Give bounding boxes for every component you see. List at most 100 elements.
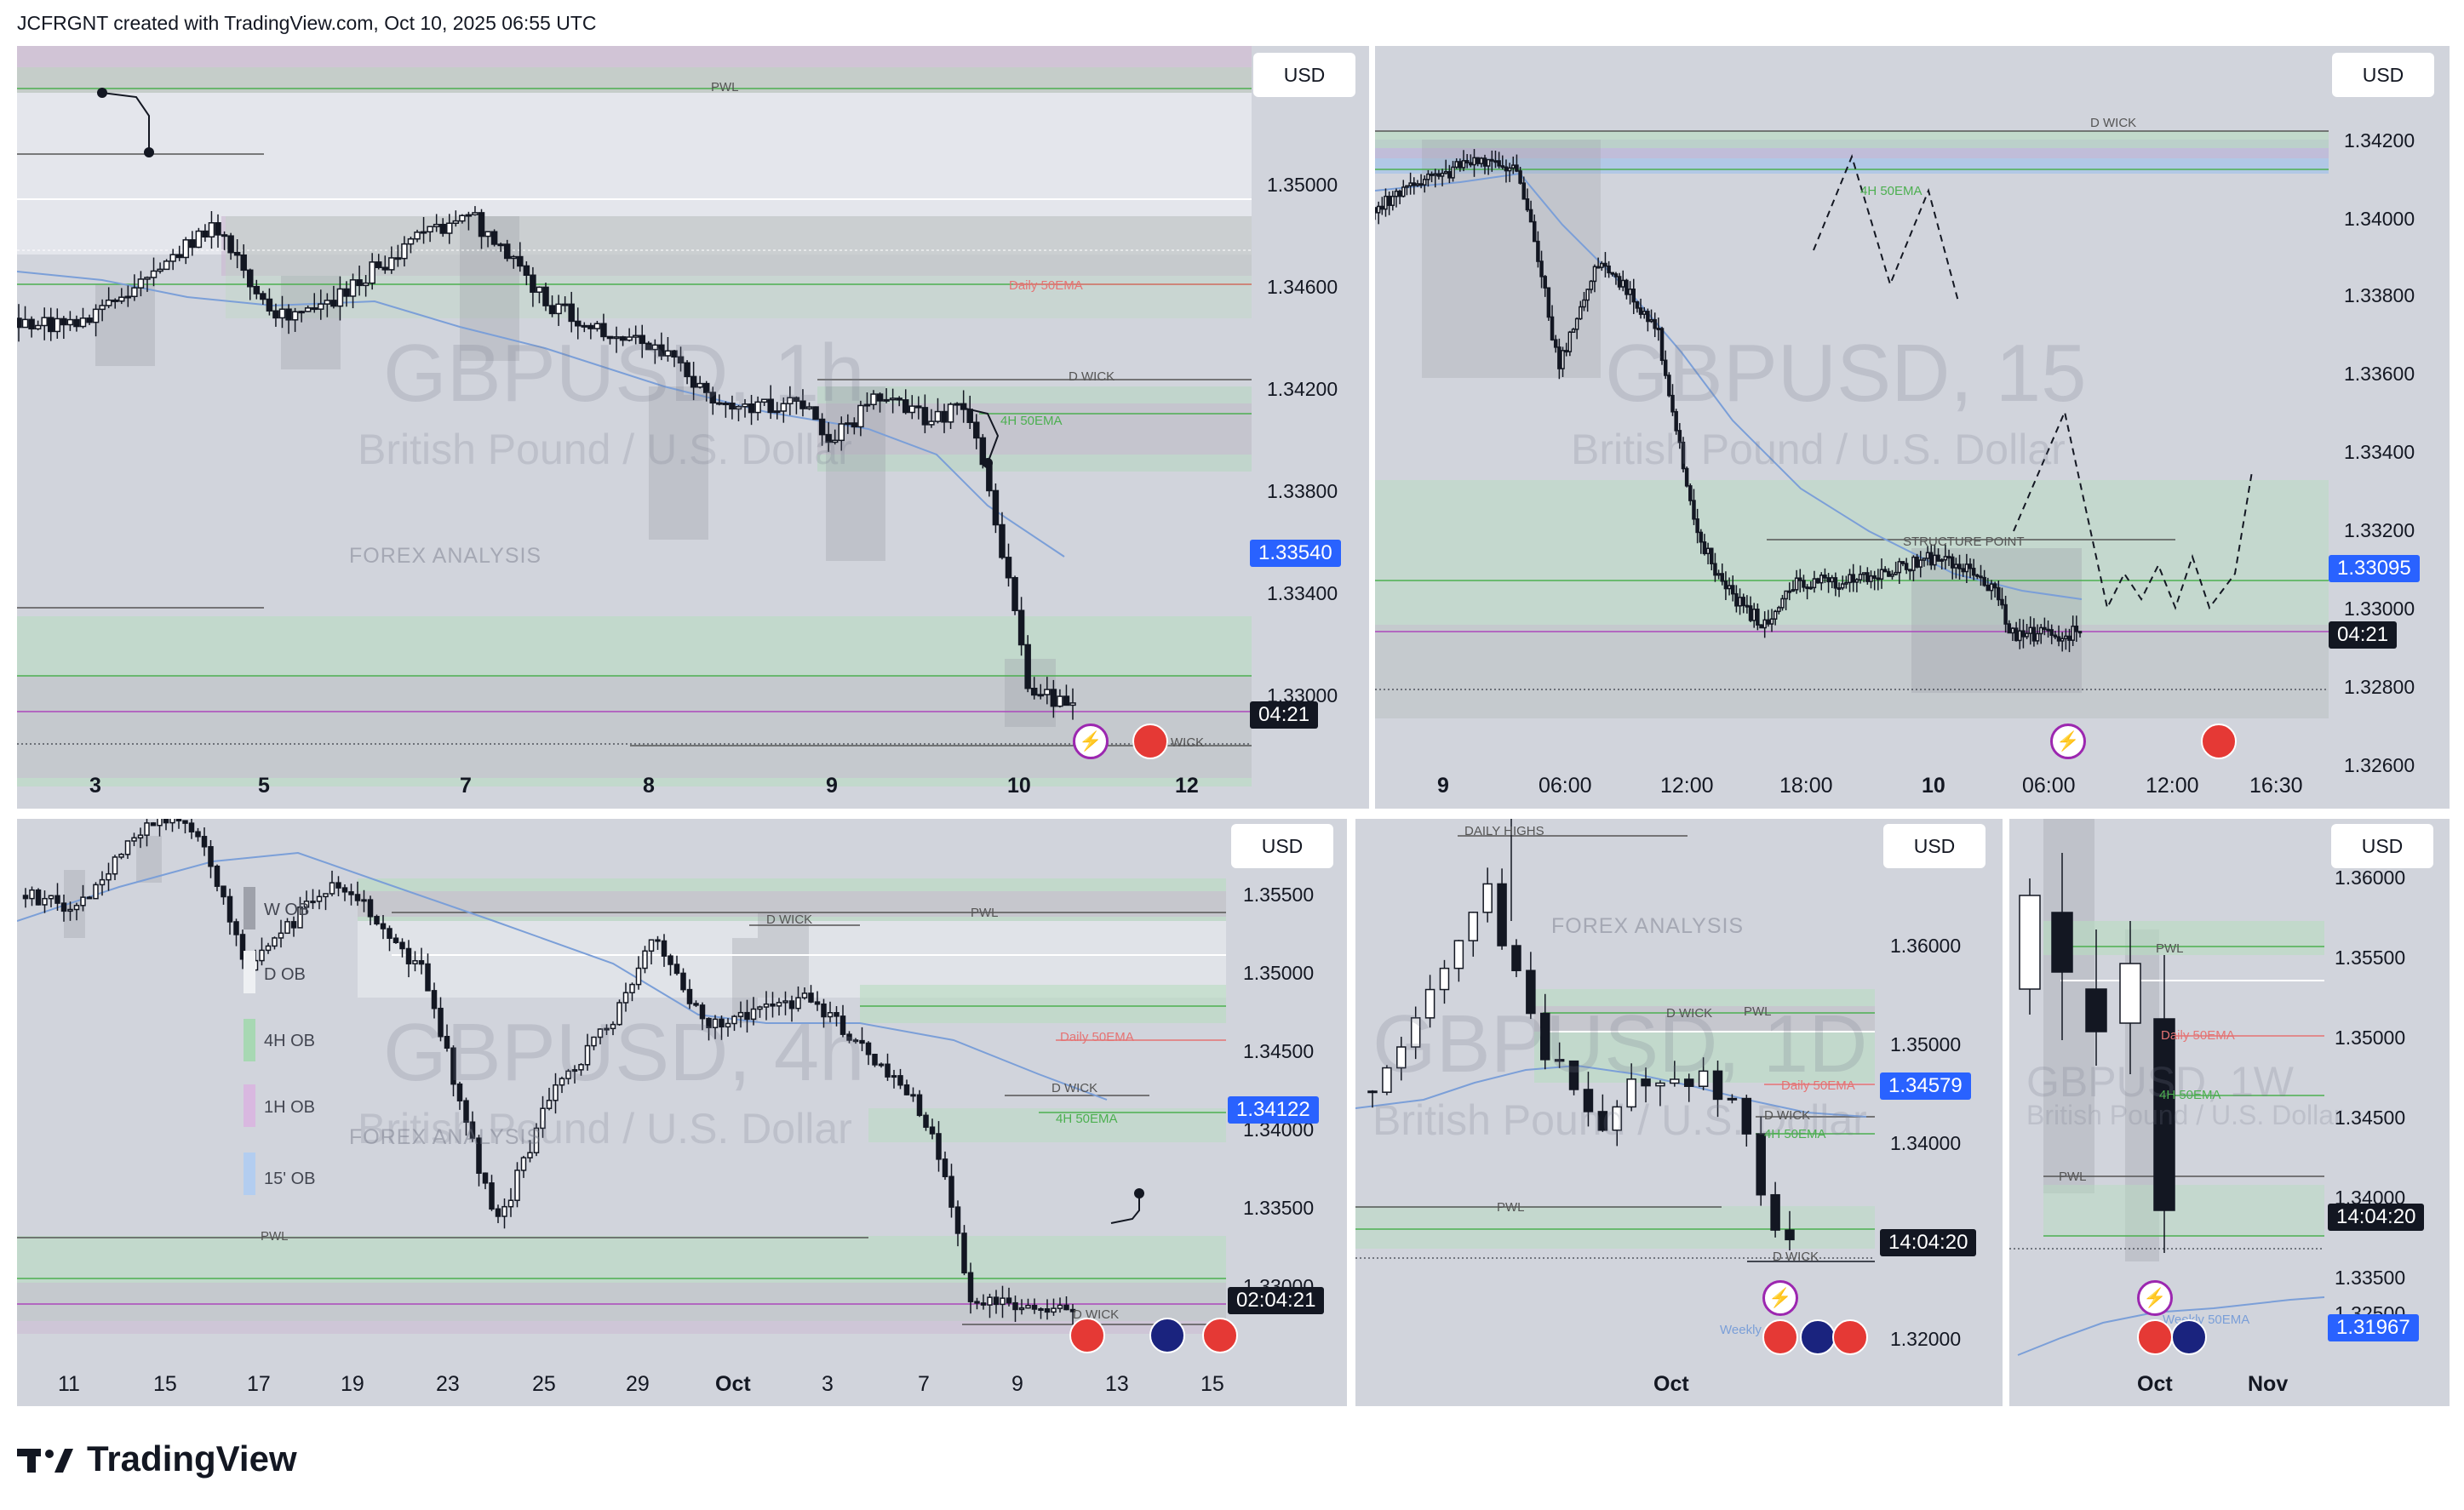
chart-panel-4h[interactable]: GBPUSD, 4h British Pound / U.S. Dollar F… bbox=[17, 819, 1347, 1406]
candle-15m bbox=[2056, 636, 2061, 642]
us-flag-icon[interactable] bbox=[2137, 1319, 2173, 1355]
candle-15m bbox=[1476, 157, 1480, 164]
d-wick-label: D WICK bbox=[1666, 1006, 1713, 1021]
candle-1h bbox=[92, 308, 100, 323]
us-flag-icon[interactable] bbox=[1069, 1318, 1105, 1353]
candle-4h bbox=[233, 921, 239, 935]
candle-1h bbox=[233, 251, 241, 256]
candle-15m bbox=[1865, 572, 1870, 582]
candle-1d bbox=[1670, 1078, 1680, 1084]
structure-point-label: STRUCTURE POINT bbox=[1903, 535, 2025, 549]
symbol-watermark: GBPUSD, 1D bbox=[1372, 998, 1868, 1090]
candle-4h bbox=[814, 1001, 821, 1005]
candle-1h bbox=[876, 393, 884, 402]
currency-button[interactable]: USD bbox=[1231, 824, 1333, 868]
time-axis-label: 06:00 bbox=[1539, 774, 1592, 798]
candles-1h bbox=[17, 46, 1252, 809]
candle-1h bbox=[414, 232, 421, 240]
candle-1h bbox=[754, 401, 761, 414]
d-wick-label-2: D WICK bbox=[1158, 735, 1205, 750]
chart-panel-1d[interactable]: GBPUSD, 1D British Pound / U.S. Dollar F… bbox=[1355, 819, 2003, 1406]
candle-15m bbox=[1762, 619, 1767, 629]
chart-panel-1w[interactable]: GBPUSD, 1W British Pound / U.S. Dollar P… bbox=[2009, 819, 2450, 1406]
currency-button[interactable]: USD bbox=[1883, 824, 1986, 868]
candle-15m bbox=[1375, 207, 1378, 214]
chart-panel-1h[interactable]: GBPUSD, 1h British Pound / U.S. Dollar F… bbox=[17, 46, 1369, 809]
candle-15m bbox=[1677, 430, 1682, 443]
us-flag-icon-2[interactable] bbox=[1832, 1319, 1868, 1355]
candle-15m bbox=[1447, 171, 1452, 179]
symbol-watermark: GBPUSD, 1h bbox=[383, 328, 865, 419]
candle-4h bbox=[668, 955, 673, 965]
candle-15m bbox=[1819, 575, 1824, 584]
us-flag-icon-2[interactable] bbox=[1202, 1318, 1238, 1353]
candle-15m bbox=[1710, 547, 1714, 564]
candle-1h bbox=[105, 299, 112, 306]
candle-4h bbox=[763, 1003, 770, 1008]
candle-1h bbox=[484, 231, 491, 237]
time-axis-label: 17 bbox=[247, 1372, 271, 1396]
candle-4h bbox=[629, 983, 635, 993]
candle-1h bbox=[954, 403, 960, 406]
price-tick: 1.35000 bbox=[1267, 174, 1338, 196]
chart-panel-15m[interactable]: GBPUSD, 15 British Pound / U.S. Dollar D… bbox=[1375, 46, 2450, 809]
candle-15m bbox=[1635, 300, 1640, 309]
candle-15m bbox=[1625, 279, 1629, 295]
candle-4h bbox=[673, 964, 680, 975]
candle-1h bbox=[561, 303, 569, 306]
candle-15m bbox=[1887, 570, 1891, 577]
candle-4h bbox=[540, 1107, 546, 1130]
price-tick: 1.34600 bbox=[1267, 276, 1338, 298]
candle-15m bbox=[1579, 306, 1583, 320]
candle-1w-outline bbox=[2051, 912, 2073, 973]
us-flag-icon[interactable] bbox=[1132, 724, 1168, 759]
legend-15-ob: 15' OB bbox=[264, 1170, 316, 1188]
candle-15m bbox=[1433, 173, 1437, 176]
candle-4h bbox=[150, 822, 157, 826]
candle-1w bbox=[2086, 989, 2106, 1032]
us-flag-icon[interactable] bbox=[1762, 1319, 1798, 1355]
candle-4h bbox=[290, 921, 297, 929]
candle-15m bbox=[1653, 318, 1657, 329]
candle-15m bbox=[1833, 577, 1838, 589]
candle-1h bbox=[465, 214, 473, 217]
candle-4h bbox=[948, 1175, 954, 1208]
candle-15m bbox=[1699, 531, 1704, 543]
currency-button[interactable]: USD bbox=[2331, 824, 2433, 868]
candle-1h bbox=[1011, 576, 1018, 611]
lightning-icon[interactable]: ⚡ bbox=[1762, 1280, 1798, 1316]
candle-4h bbox=[144, 822, 150, 836]
time-axis-label: 18:00 bbox=[1779, 774, 1833, 798]
candle-4h bbox=[878, 1063, 885, 1067]
lightning-icon[interactable]: ⚡ bbox=[2137, 1280, 2173, 1316]
currency-button[interactable]: USD bbox=[2332, 53, 2434, 97]
candle-4h bbox=[67, 908, 73, 912]
candle-1w-outline bbox=[2153, 1018, 2175, 1211]
candle-1h bbox=[1057, 695, 1063, 707]
candle-1h bbox=[902, 399, 909, 414]
candle-1h bbox=[774, 410, 781, 414]
lightning-icon[interactable]: ⚡ bbox=[1073, 724, 1109, 759]
tradingview-footer[interactable]: TradingView bbox=[17, 1439, 297, 1479]
us-flag-icon[interactable] bbox=[2201, 724, 2237, 759]
candle-4h bbox=[163, 819, 169, 824]
price-tick: 1.33200 bbox=[2344, 519, 2415, 541]
candle-1d bbox=[1770, 1193, 1780, 1231]
uk-flag-icon[interactable] bbox=[2171, 1319, 2207, 1355]
weekly-label: Weekly bbox=[1720, 1323, 1762, 1337]
candle-1h bbox=[118, 296, 125, 302]
candle-15m bbox=[1507, 167, 1512, 172]
candle-1d bbox=[1526, 969, 1536, 1015]
uk-flag-icon[interactable] bbox=[1149, 1318, 1185, 1353]
candle-4h bbox=[35, 889, 42, 906]
currency-button[interactable]: USD bbox=[1253, 53, 1355, 97]
candle-15m bbox=[1589, 280, 1594, 290]
candle-15m bbox=[1720, 573, 1725, 582]
lightning-icon[interactable]: ⚡ bbox=[2050, 724, 2086, 759]
candles-1d bbox=[1355, 819, 1875, 1406]
candle-15m bbox=[1908, 569, 1912, 572]
candle-1h bbox=[593, 323, 601, 329]
price-tick: 1.32600 bbox=[2344, 754, 2415, 776]
uk-flag-icon[interactable] bbox=[1800, 1319, 1836, 1355]
legend-w-ob: W OB bbox=[264, 901, 310, 919]
